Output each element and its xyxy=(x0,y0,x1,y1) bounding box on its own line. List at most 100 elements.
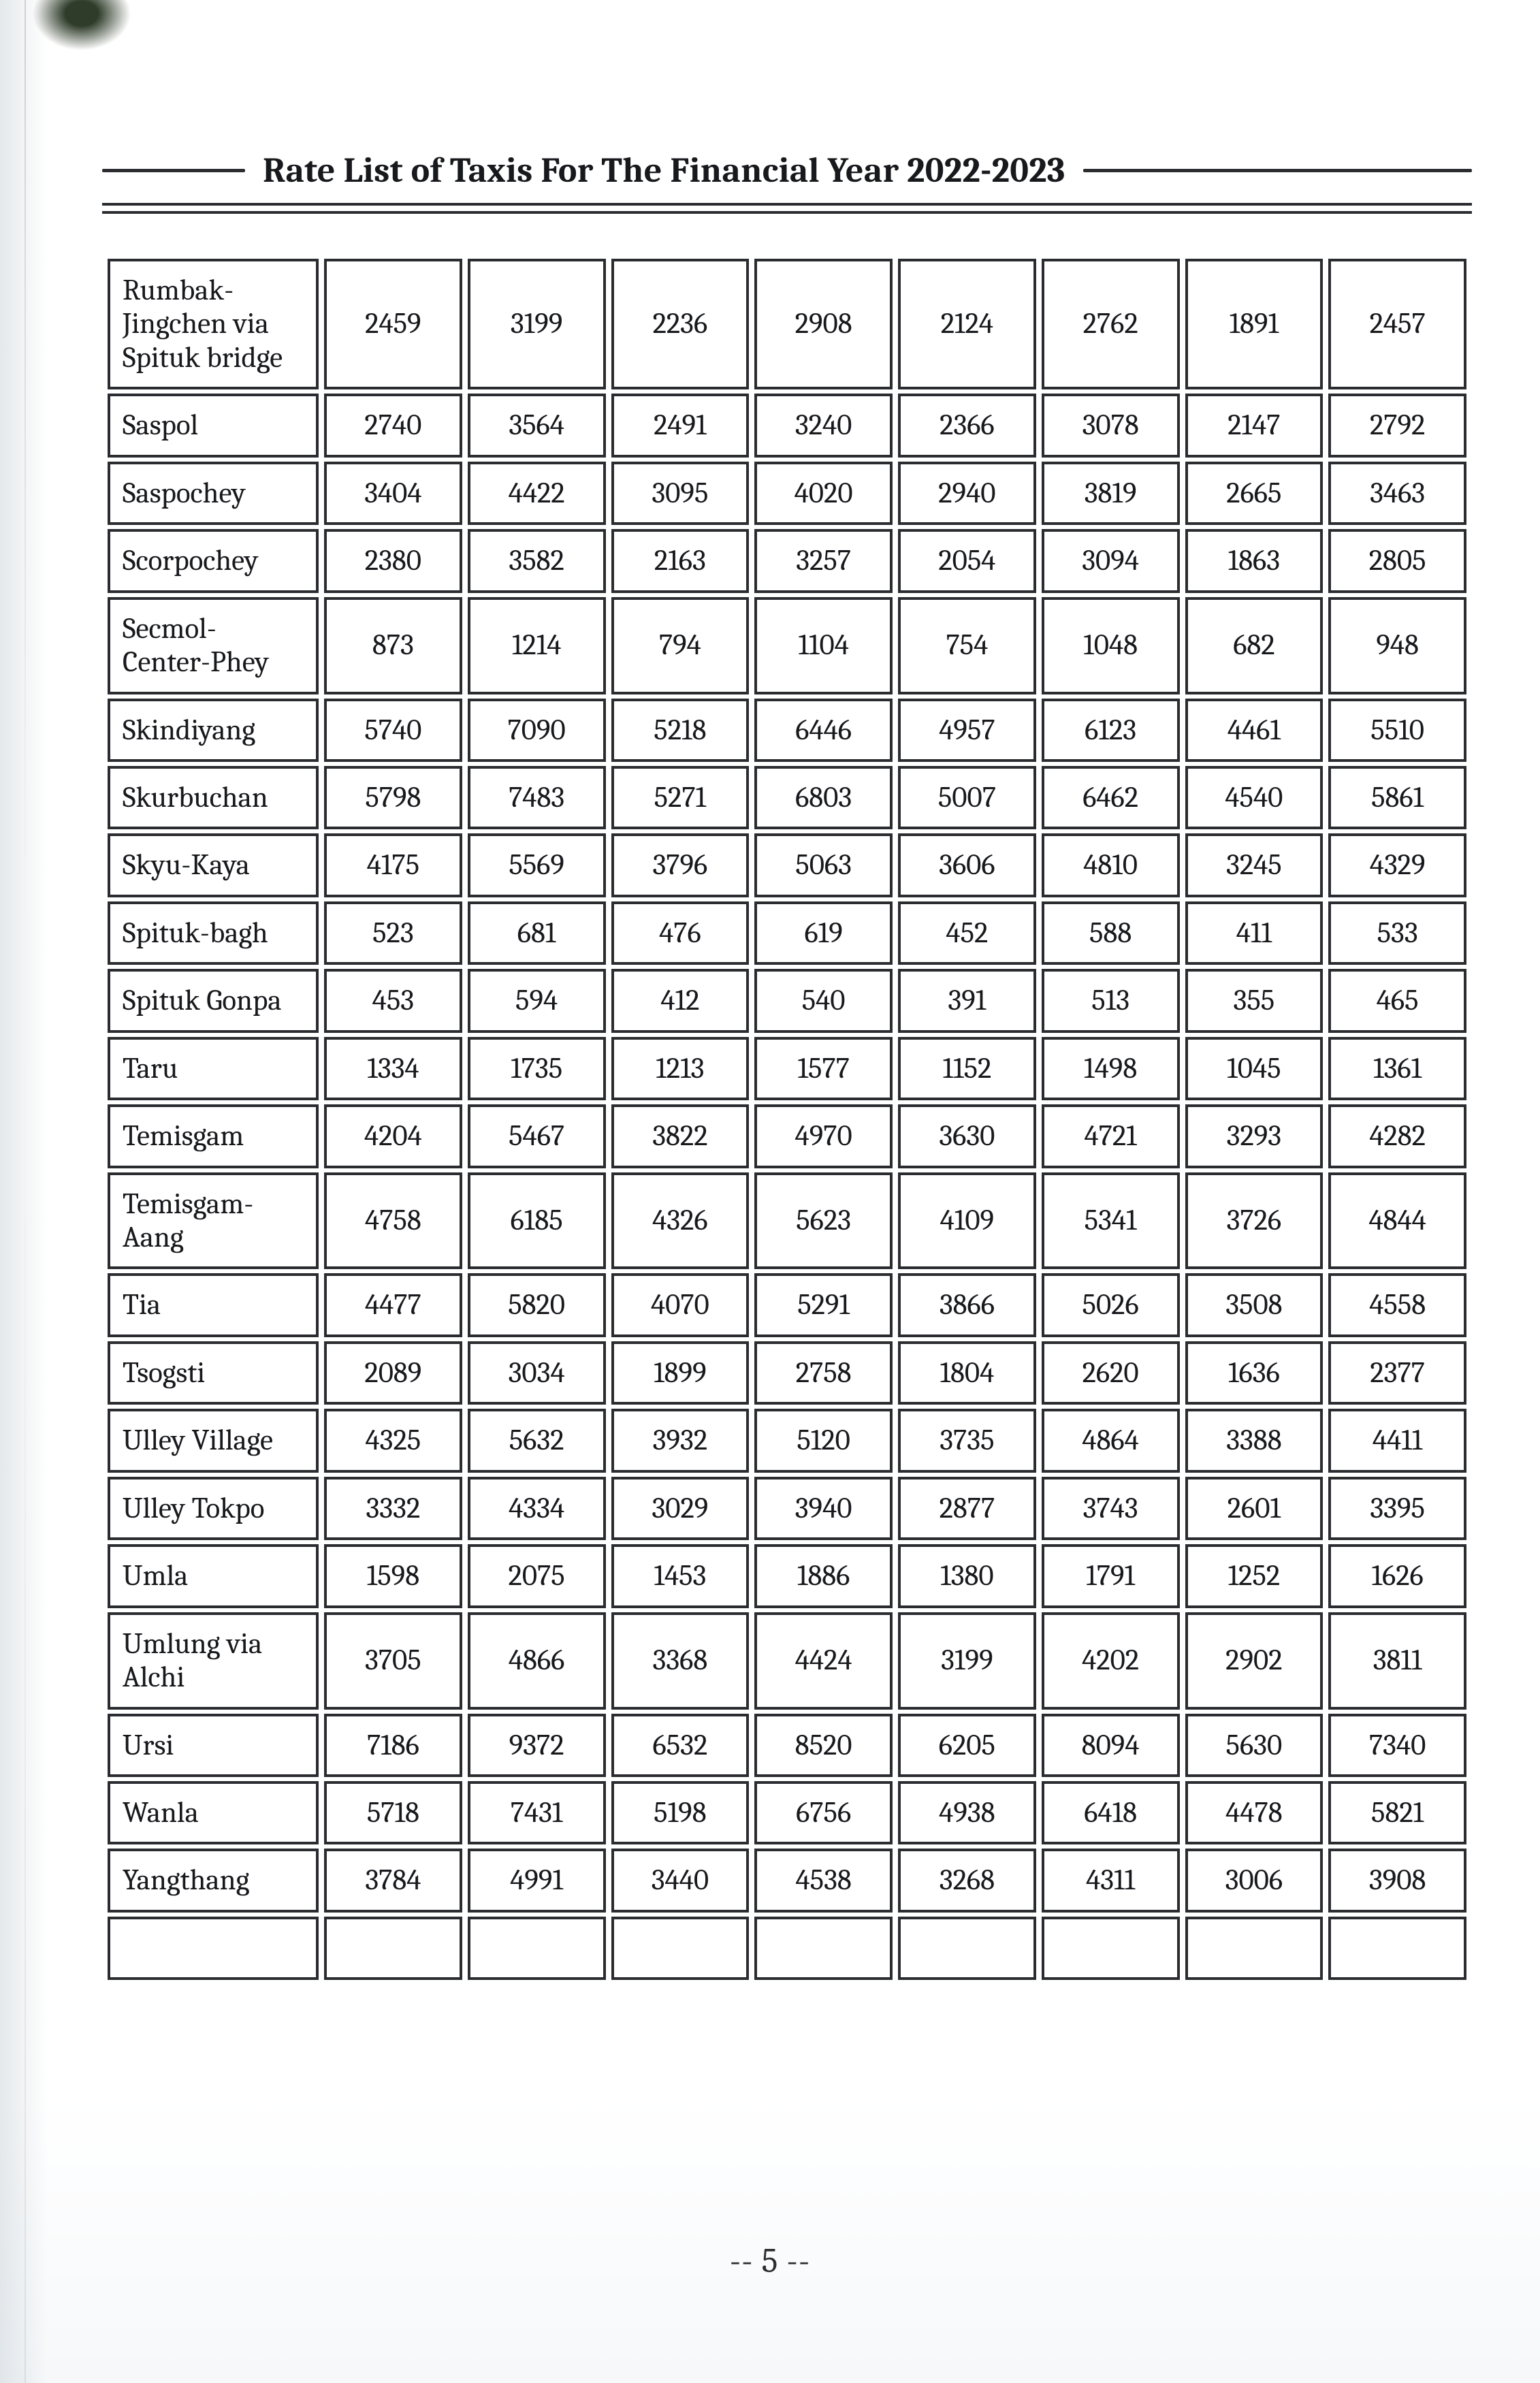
rate-cell: 411 xyxy=(1185,901,1324,965)
table-row: Taru13341735121315771152149810451361 xyxy=(108,1037,1466,1100)
destination-cell: Scorpochey xyxy=(108,529,319,592)
rate-cell: 5623 xyxy=(754,1172,893,1270)
rate-cell: 5198 xyxy=(611,1781,750,1844)
table-row: Saspol27403564249132402366307821472792 xyxy=(108,394,1466,457)
title-rule-left xyxy=(102,169,245,172)
rate-cell: 3735 xyxy=(898,1409,1036,1472)
rate-cell-empty xyxy=(754,1917,893,1980)
rate-cell: 3784 xyxy=(324,1849,462,1912)
rate-cell: 1213 xyxy=(611,1037,750,1100)
rate-cell: 4970 xyxy=(754,1104,893,1168)
table-row: Spituk-bagh523681476619452588411533 xyxy=(108,901,1466,965)
rate-cell: 5820 xyxy=(468,1273,606,1337)
rate-cell: 3199 xyxy=(468,259,606,389)
table-row: Yangthang3784499134404538326843113006390… xyxy=(108,1849,1466,1912)
table-row: Rumbak-Jingchen via Spituk bridge2459319… xyxy=(108,259,1466,389)
rate-cell: 2940 xyxy=(898,462,1036,525)
rate-cell: 873 xyxy=(324,597,462,694)
rate-cell: 7483 xyxy=(468,766,606,829)
rate-cell: 4175 xyxy=(324,833,462,897)
rate-cell-empty xyxy=(324,1917,462,1980)
rate-cell: 3332 xyxy=(324,1477,462,1540)
table-row: Spituk Gonpa453594412540391513355465 xyxy=(108,969,1466,1032)
table-row: Ulley Tokpo33324334302939402877374326013… xyxy=(108,1477,1466,1540)
rate-cell: 2124 xyxy=(898,259,1036,389)
rate-cell: 5218 xyxy=(611,699,750,762)
rate-cell: 2089 xyxy=(324,1341,462,1405)
rate-cell: 6418 xyxy=(1042,1781,1180,1844)
rate-cell: 7090 xyxy=(468,699,606,762)
rate-cell: 2758 xyxy=(754,1341,893,1405)
rate-cell: 4109 xyxy=(898,1172,1036,1270)
rate-cell: 3630 xyxy=(898,1104,1036,1168)
rate-cell: 6185 xyxy=(468,1172,606,1270)
rate-cell: 1048 xyxy=(1042,597,1180,694)
rate-cell: 3006 xyxy=(1185,1849,1324,1912)
rate-cell: 2740 xyxy=(324,394,462,457)
rate-cell: 2366 xyxy=(898,394,1036,457)
rate-cell: 4424 xyxy=(754,1612,893,1710)
rate-cell: 1252 xyxy=(1185,1544,1324,1608)
rate-cell: 5632 xyxy=(468,1409,606,1472)
rate-cell: 3395 xyxy=(1328,1477,1466,1540)
rate-cell: 1453 xyxy=(611,1544,750,1608)
rate-cell: 3388 xyxy=(1185,1409,1324,1472)
table-row: Ulley Village432556323932512037354864338… xyxy=(108,1409,1466,1472)
rate-cell: 355 xyxy=(1185,969,1324,1032)
rate-cell: 5063 xyxy=(754,833,893,897)
rate-cell: 4422 xyxy=(468,462,606,525)
destination-cell: Temisgam xyxy=(108,1104,319,1168)
rate-cell: 1899 xyxy=(611,1341,750,1405)
destination-cell: Umlung via Alchi xyxy=(108,1612,319,1710)
rate-cell: 754 xyxy=(898,597,1036,694)
table-row: Tia44775820407052913866502635084558 xyxy=(108,1273,1466,1337)
rate-cell: 3508 xyxy=(1185,1273,1324,1337)
rate-cell: 5291 xyxy=(754,1273,893,1337)
table-row-empty xyxy=(108,1917,1466,1980)
rate-cell: 513 xyxy=(1042,969,1180,1032)
rate-cell: 4538 xyxy=(754,1849,893,1912)
rate-cell: 1361 xyxy=(1328,1037,1466,1100)
rate-cell: 5740 xyxy=(324,699,462,762)
rate-cell: 2792 xyxy=(1328,394,1466,457)
rate-cell: 2620 xyxy=(1042,1341,1180,1405)
rate-cell: 3822 xyxy=(611,1104,750,1168)
rate-cell: 1891 xyxy=(1185,259,1324,389)
rate-cell: 5861 xyxy=(1328,766,1466,829)
table-row: Ursi71869372653285206205809456307340 xyxy=(108,1714,1466,1777)
rate-cell: 523 xyxy=(324,901,462,965)
rate-cell: 3094 xyxy=(1042,529,1180,592)
rate-cell: 4204 xyxy=(324,1104,462,1168)
rate-cell: 3095 xyxy=(611,462,750,525)
rate-cell: 5630 xyxy=(1185,1714,1324,1777)
rate-cell: 3606 xyxy=(898,833,1036,897)
destination-cell: Rumbak-Jingchen via Spituk bridge xyxy=(108,259,319,389)
rate-cell: 3582 xyxy=(468,529,606,592)
rate-cell: 1626 xyxy=(1328,1544,1466,1608)
rate-cell: 4957 xyxy=(898,699,1036,762)
destination-cell: Temisgam-Aang xyxy=(108,1172,319,1270)
rate-cell: 7431 xyxy=(468,1781,606,1844)
rate-cell: 4334 xyxy=(468,1477,606,1540)
rate-cell-empty xyxy=(1042,1917,1180,1980)
rate-cell: 2877 xyxy=(898,1477,1036,1540)
rate-cell: 1598 xyxy=(324,1544,462,1608)
rate-cell: 619 xyxy=(754,901,893,965)
rate-cell: 6462 xyxy=(1042,766,1180,829)
table-row: Wanla57187431519867564938641844785821 xyxy=(108,1781,1466,1844)
rate-cell: 3078 xyxy=(1042,394,1180,457)
destination-cell: Saspochey xyxy=(108,462,319,525)
destination-cell: Skyu-Kaya xyxy=(108,833,319,897)
rate-cell: 4540 xyxy=(1185,766,1324,829)
destination-cell: Skindiyang xyxy=(108,699,319,762)
table-row: Umla15982075145318861380179112521626 xyxy=(108,1544,1466,1608)
rate-cell: 4477 xyxy=(324,1273,462,1337)
destination-cell: Spituk-bagh xyxy=(108,901,319,965)
rate-cell: 1804 xyxy=(898,1341,1036,1405)
rate-cell: 3257 xyxy=(754,529,893,592)
rate-cell: 540 xyxy=(754,969,893,1032)
rate-cell: 2762 xyxy=(1042,259,1180,389)
rate-cell: 7340 xyxy=(1328,1714,1466,1777)
rate-cell: 948 xyxy=(1328,597,1466,694)
title-bar: Rate List of Taxis For The Financial Yea… xyxy=(102,150,1472,191)
